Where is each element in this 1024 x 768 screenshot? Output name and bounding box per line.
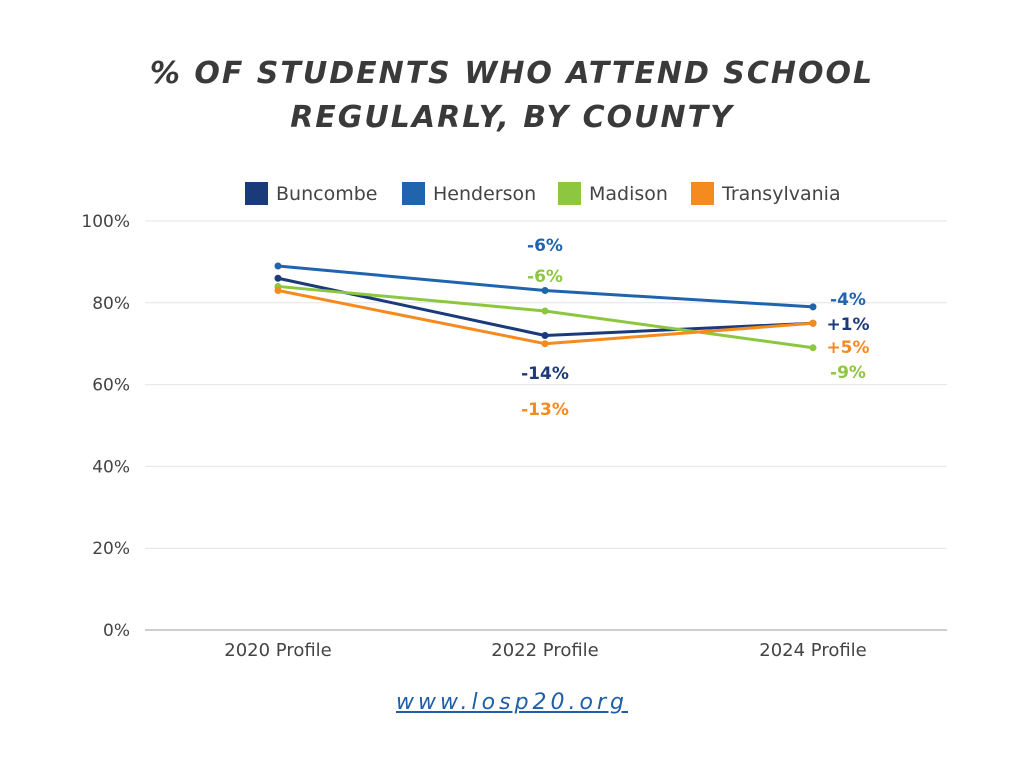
legend-label: Buncombe (276, 183, 377, 205)
data-point-madison (809, 344, 817, 352)
y-axis: 0% 20% 40% 60% 80% 100% (81, 212, 130, 641)
data-point-buncombe (541, 332, 549, 340)
chart-title: % OF STUDENTS WHO ATTEND SCHOOL REGULARL… (0, 52, 1024, 140)
x-tick-label: 2024 Profile (759, 640, 867, 661)
y-tick-label: 40% (92, 457, 130, 477)
annotation-buncombe: -14% (521, 364, 569, 384)
gridlines (145, 220, 947, 631)
footer-link[interactable]: www.losp20.org (395, 690, 629, 715)
annotation-henderson: -4% (830, 290, 866, 310)
legend-item-henderson: Henderson (402, 182, 536, 205)
y-tick-label: 0% (103, 621, 130, 641)
annotation-madison: -9% (830, 363, 866, 383)
chart-title-line-2: REGULARLY, BY COUNTY (290, 100, 734, 135)
legend-swatch (245, 182, 268, 205)
data-point-henderson (809, 303, 817, 311)
y-tick-label: 20% (92, 539, 130, 559)
legend-label: Transylvania (721, 183, 841, 205)
legend-item-madison: Madison (558, 182, 668, 205)
legend-item-transylvania: Transylvania (691, 182, 841, 205)
data-point-transylvania (274, 287, 282, 295)
data-point-henderson (274, 262, 282, 270)
x-axis: 2020 Profile 2022 Profile 2024 Profile (224, 640, 867, 661)
y-tick-label: 100% (81, 212, 130, 232)
data-point-henderson (541, 287, 549, 295)
legend: Buncombe Henderson Madison Transylvania (245, 182, 841, 205)
legend-label: Madison (589, 183, 668, 205)
annotation-henderson: -6% (527, 236, 563, 256)
series-points (274, 262, 817, 352)
data-point-madison (541, 307, 549, 315)
data-point-transylvania (541, 340, 549, 348)
y-tick-label: 80% (92, 294, 130, 314)
data-point-transylvania (809, 319, 817, 327)
x-tick-label: 2020 Profile (224, 640, 332, 661)
legend-label: Henderson (433, 183, 536, 205)
data-point-buncombe (274, 274, 282, 282)
legend-swatch (402, 182, 425, 205)
annotation-transylvania: +5% (826, 338, 869, 358)
x-tick-label: 2022 Profile (491, 640, 599, 661)
legend-swatch (558, 182, 581, 205)
legend-swatch (691, 182, 714, 205)
chart-title-line-1: % OF STUDENTS WHO ATTEND SCHOOL (149, 56, 875, 91)
y-tick-label: 60% (92, 376, 130, 396)
legend-item-buncombe: Buncombe (245, 182, 377, 205)
annotation-buncombe: +1% (826, 315, 869, 335)
change-annotations: -14% +1% -6% -4% -6% -9% -13% +5% (521, 236, 869, 420)
annotation-transylvania: -13% (521, 400, 569, 420)
annotation-madison: -6% (527, 267, 563, 287)
